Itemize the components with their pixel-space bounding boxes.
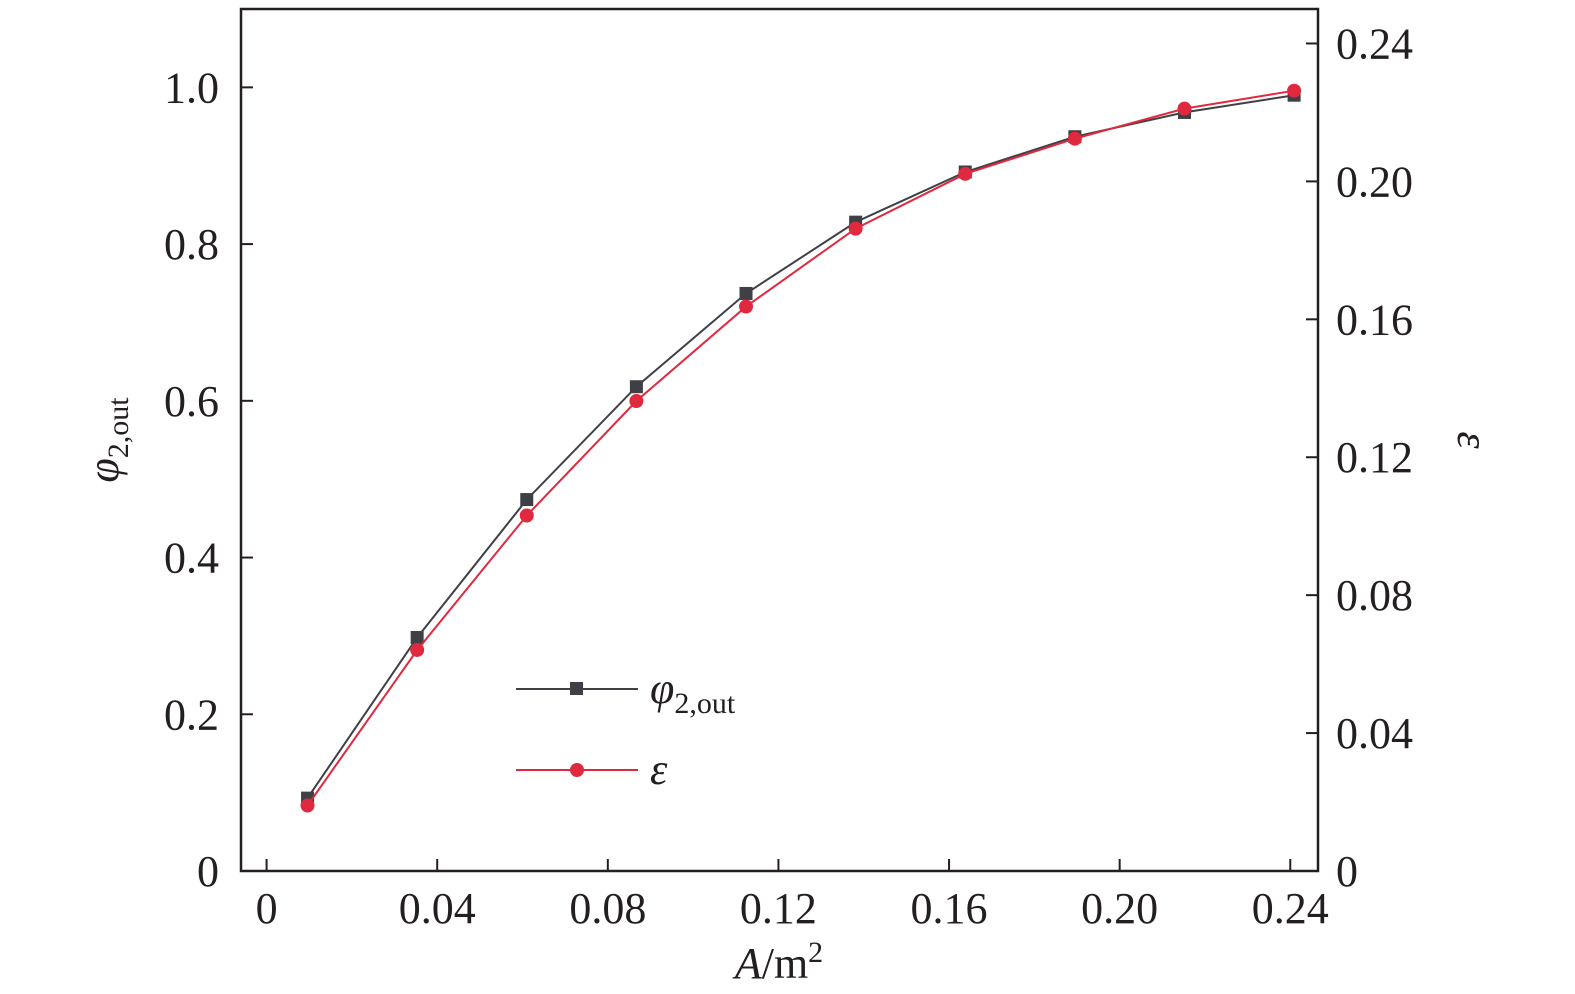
x-tick-label: 0.24 — [1252, 884, 1329, 933]
y-right-tick-label: 0.16 — [1336, 295, 1413, 344]
x-tick-label: 0.12 — [740, 884, 817, 933]
x-tick-label: 0 — [256, 884, 278, 933]
series-0-point — [520, 493, 534, 507]
y-left-tick-label: 0 — [197, 847, 219, 896]
legend-label-epsilon: ε — [650, 745, 668, 794]
y-right-tick-label: 0.20 — [1336, 157, 1413, 206]
y-left-axis-ticks: 0 0.2 0.4 0.6 0.8 1.0 — [164, 63, 253, 896]
x-tick-label: 0.20 — [1081, 884, 1158, 933]
y-right-tick-label: 0.04 — [1336, 709, 1413, 758]
y-left-tick-label: 0.6 — [164, 377, 219, 426]
y-left-axis-title: φ2,out — [79, 397, 135, 483]
x-axis-ticks: 0 0.04 0.08 0.12 0.16 0.20 0.24 — [256, 859, 1329, 933]
series-1-point — [519, 508, 534, 523]
x-tick-label: 0.16 — [911, 884, 988, 933]
y-right-tick-label: 0.12 — [1336, 433, 1413, 482]
y-left-tick-label: 0.2 — [164, 690, 219, 739]
y-right-tick-label: 0.24 — [1336, 19, 1413, 68]
series-1-point — [1287, 83, 1302, 98]
y-right-tick-label: 0.08 — [1336, 571, 1413, 620]
x-tick-label: 0.04 — [399, 884, 476, 933]
series-1-point — [410, 642, 425, 657]
y-right-axis-title: ε — [1448, 431, 1497, 449]
y-left-tick-label: 0.4 — [164, 534, 219, 583]
series-0-point — [739, 286, 753, 300]
series-0-point — [410, 630, 424, 644]
x-axis-title: A/m2 — [732, 936, 823, 988]
plot-frame — [239, 7, 1320, 873]
series-1-point — [1177, 101, 1192, 116]
series-1-point — [629, 394, 644, 409]
series-line-1 — [306, 89, 1295, 807]
legend-marker-epsilon — [570, 763, 584, 777]
x-tick-label: 0.08 — [569, 884, 646, 933]
legend: φ2,out ε — [516, 664, 736, 794]
series-1-point — [1067, 131, 1082, 146]
y-right-tick-label: 0 — [1336, 847, 1358, 896]
series-layer — [300, 83, 1302, 813]
y-left-tick-label: 1.0 — [164, 63, 219, 112]
series-line-0 — [306, 94, 1295, 799]
y-left-tick-label: 0.8 — [164, 220, 219, 269]
series-1-point — [739, 299, 754, 314]
legend-label-phi: φ2,out — [650, 664, 736, 720]
series-0-point — [629, 380, 643, 394]
series-1-point — [300, 798, 315, 813]
series-1-point — [848, 221, 863, 236]
y-right-axis-ticks: 0 0.04 0.08 0.12 0.16 0.20 0.24 — [1306, 19, 1413, 896]
legend-marker-phi — [570, 682, 583, 695]
series-1-point — [958, 166, 973, 181]
